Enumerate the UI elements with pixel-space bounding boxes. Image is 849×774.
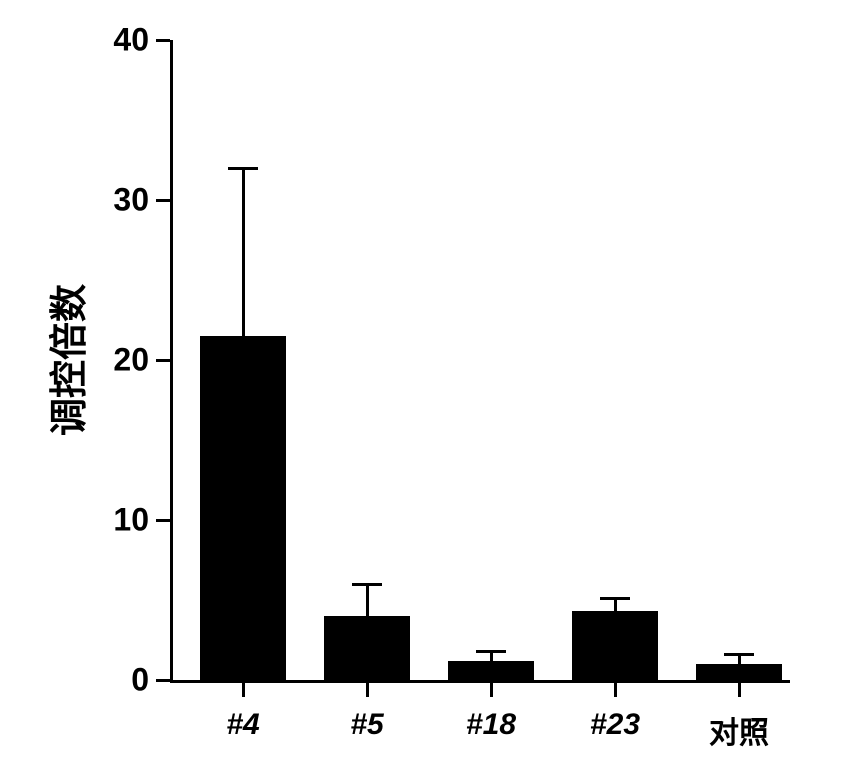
error-bar-cap	[724, 653, 754, 656]
bar	[324, 616, 410, 680]
y-axis-line	[170, 40, 173, 680]
x-tick	[490, 683, 493, 697]
y-tick	[156, 39, 170, 42]
x-tick-label: #23	[590, 708, 640, 742]
y-tick-label: 40	[89, 22, 149, 59]
y-axis-title: 调控倍数	[38, 284, 93, 436]
error-bar-cap	[476, 650, 506, 653]
y-tick-label: 0	[89, 662, 149, 699]
bar	[448, 661, 534, 680]
y-tick	[156, 359, 170, 362]
x-tick	[366, 683, 369, 697]
y-tick-label: 20	[89, 342, 149, 379]
bar	[572, 611, 658, 680]
bar	[200, 336, 286, 680]
x-tick	[738, 683, 741, 697]
y-tick-label: 10	[89, 502, 149, 539]
x-tick	[614, 683, 617, 697]
x-axis-line	[170, 680, 790, 683]
bar	[696, 664, 782, 680]
y-tick	[156, 199, 170, 202]
error-bar-cap	[600, 597, 630, 600]
x-tick-label: 对照	[709, 708, 769, 752]
x-tick-label: #4	[226, 708, 259, 742]
bar-chart: 调控倍数 0 10 20 30 40 #4 #5 #18 #23 对照	[0, 0, 849, 774]
x-tick-label: #5	[350, 708, 383, 742]
y-tick-label: 30	[89, 182, 149, 219]
error-bar-line	[366, 584, 369, 616]
y-tick	[156, 519, 170, 522]
error-bar-cap	[352, 583, 382, 586]
y-tick	[156, 679, 170, 682]
error-bar-cap	[228, 167, 258, 170]
error-bar-line	[242, 168, 245, 336]
x-tick	[242, 683, 245, 697]
x-tick-label: #18	[466, 708, 516, 742]
